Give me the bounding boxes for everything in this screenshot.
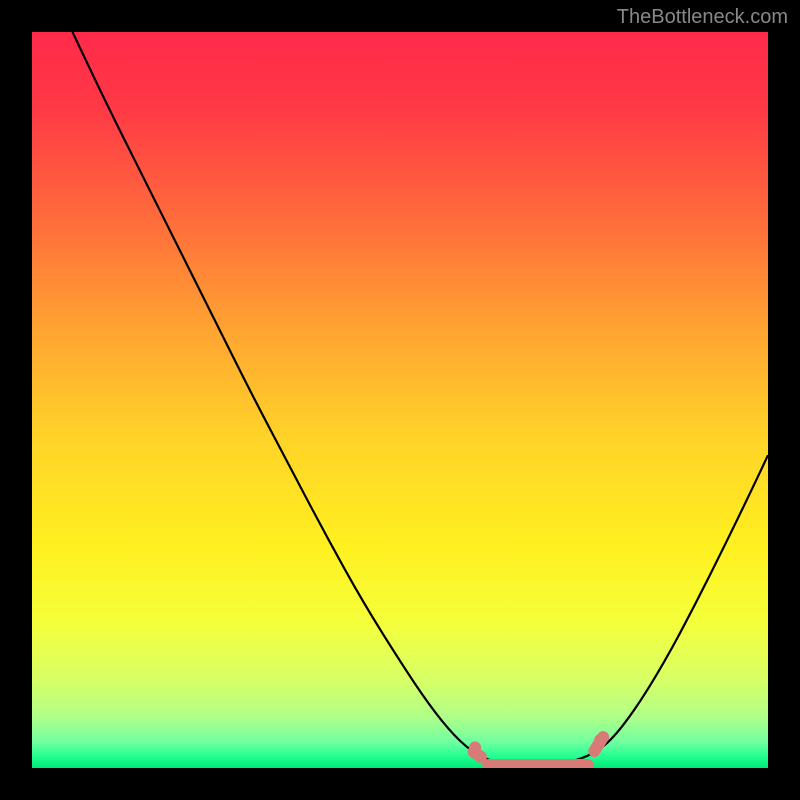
chart-container: TheBottleneck.com — [0, 0, 800, 800]
curve-layer — [32, 32, 768, 768]
watermark-text: TheBottleneck.com — [617, 6, 788, 29]
bottleneck-curve — [72, 32, 768, 764]
highlight-dot — [594, 734, 606, 746]
plot-area — [32, 32, 768, 768]
highlight-dot — [469, 741, 481, 753]
